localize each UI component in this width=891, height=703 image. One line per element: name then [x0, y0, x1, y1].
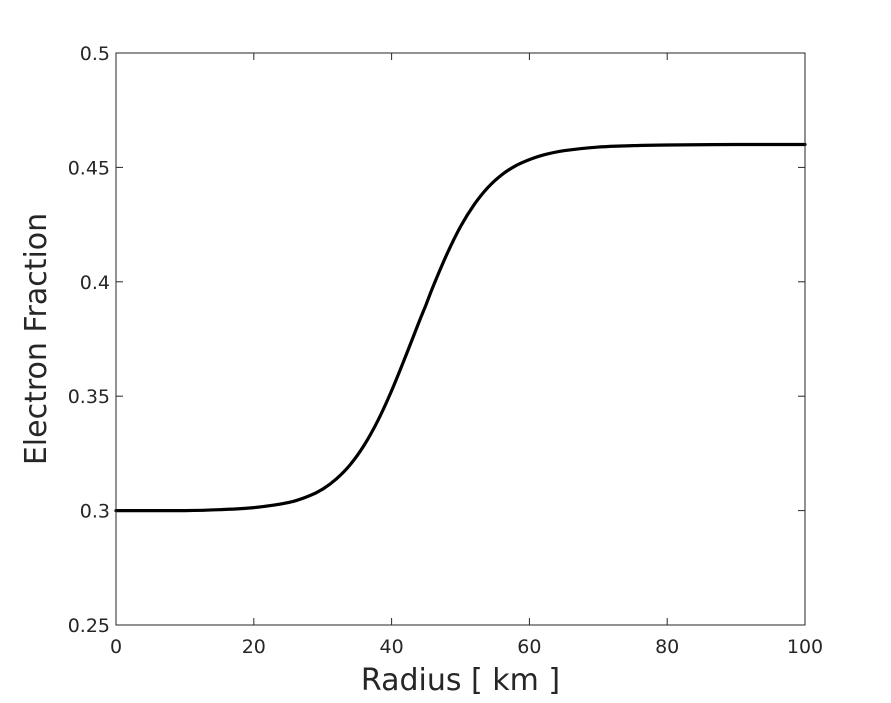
x-tick-label: 100 [787, 636, 823, 658]
axes-box [115, 52, 806, 626]
y-tick-label: 0.35 [68, 386, 110, 408]
y-tick-label: 0.5 [80, 43, 110, 65]
y-tick-label: 0.4 [80, 272, 110, 294]
series-line [114, 142, 807, 513]
y-tick-label: 0.3 [80, 501, 110, 523]
x-tick-label: 80 [655, 636, 679, 658]
x-axis-label: Radius [ km ] [361, 663, 560, 698]
y-tick-label: 0.25 [68, 615, 110, 637]
x-tick-label: 40 [380, 636, 404, 658]
x-tick-label: 0 [110, 636, 122, 658]
x-tick-label: 20 [242, 636, 266, 658]
y-axis-label: Electron Fraction [19, 213, 54, 465]
tick-labels: 0 20 40 60 80 100 0.25 0.3 0.35 0.4 0.45 0.5 [68, 43, 823, 658]
x-tick-label: 60 [517, 636, 541, 658]
plot-area [116, 53, 805, 625]
y-tick-label: 0.45 [68, 157, 110, 179]
